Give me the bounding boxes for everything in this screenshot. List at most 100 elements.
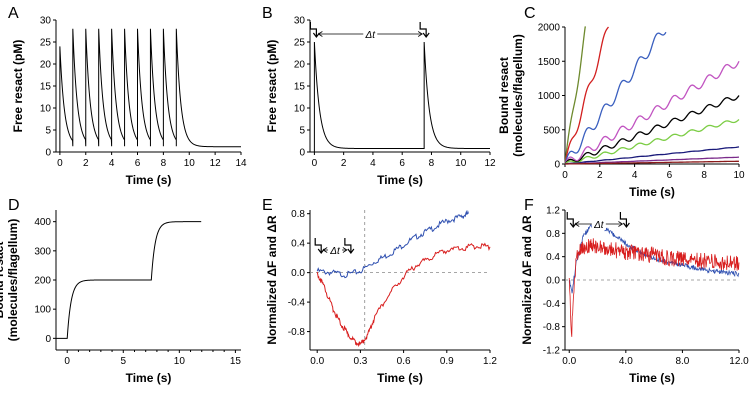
x-tick-label: 12 bbox=[484, 158, 496, 169]
stimulus-icon bbox=[566, 212, 574, 226]
stimulus-icon bbox=[309, 22, 317, 36]
series-line-green bbox=[564, 118, 740, 165]
x-tick-label: 4 bbox=[109, 158, 115, 169]
x-tick-label: 12 bbox=[210, 158, 222, 169]
panel-C: 0 2 4 6 8 10 0 500 1000 1500 2000 Time (s) Bound res… bbox=[497, 5, 745, 199]
panel-label: C bbox=[524, 5, 536, 22]
stimulus-icon bbox=[422, 32, 430, 38]
y-axis-label: Free resact (pM) bbox=[11, 40, 25, 133]
y-tick-label: -0.8 bbox=[288, 327, 306, 338]
stimulus-icon bbox=[314, 238, 322, 252]
stimulus-icon bbox=[347, 248, 355, 254]
series-line-navy bbox=[564, 146, 740, 165]
delta-t-arrowhead bbox=[317, 31, 323, 37]
x-tick-label: 0 bbox=[312, 158, 318, 169]
y-tick-label: 0 bbox=[45, 148, 51, 159]
x-tick-label: 12.0 bbox=[729, 356, 749, 367]
x-tick-label: 10 bbox=[733, 170, 745, 181]
x-tick-label: 2 bbox=[341, 158, 347, 169]
series-line-olive bbox=[564, 26, 586, 165]
x-tick-label: 1.2 bbox=[483, 356, 497, 367]
x-tick-label: 8.0 bbox=[675, 356, 689, 367]
y-axis-label: Normalized ΔF and ΔR bbox=[265, 215, 279, 345]
panel-A: 0 2 4 6 8 10 12 14 0 5 10 15 20 25 30 Time (s) Free resa… bbox=[8, 5, 247, 187]
x-axis-label: Time (s) bbox=[126, 173, 172, 187]
panel-label: F bbox=[524, 197, 534, 214]
x-tick-label: 0.0 bbox=[310, 356, 324, 367]
x-tick-label: 6 bbox=[667, 170, 673, 181]
x-tick-label: 0 bbox=[562, 170, 568, 181]
series-line-red_trace bbox=[568, 238, 740, 337]
y-axis-label: (molecules/flagellum) bbox=[6, 219, 20, 342]
series-line-magenta bbox=[564, 60, 740, 165]
y-tick-label: -0.8 bbox=[543, 322, 561, 333]
y-tick-label: 25 bbox=[294, 38, 306, 49]
y-tick-label: 30 bbox=[40, 16, 52, 27]
x-tick-label: 0 bbox=[64, 356, 70, 367]
x-tick-label: 8 bbox=[701, 170, 707, 181]
y-tick-label: 30 bbox=[294, 16, 306, 27]
delta-t-label: Δt bbox=[329, 246, 341, 257]
series-line-black bbox=[564, 95, 740, 165]
y-axis-label: Bound resact bbox=[497, 57, 511, 134]
x-tick-label: 8 bbox=[429, 158, 435, 169]
panel-label: D bbox=[8, 197, 20, 214]
y-tick-label: 15 bbox=[40, 82, 52, 93]
stimulus-icon bbox=[619, 212, 628, 226]
delta-t-arrowhead bbox=[417, 31, 423, 37]
y-tick-label: 0.8 bbox=[546, 229, 560, 240]
x-tick-label: 6 bbox=[135, 158, 141, 169]
x-tick-label: 4 bbox=[632, 170, 638, 181]
x-axis-label: Time (s) bbox=[629, 371, 675, 385]
series-line bbox=[56, 221, 202, 339]
delta-t-label: Δt bbox=[593, 220, 605, 231]
y-tick-label: 300 bbox=[34, 246, 51, 257]
x-tick-label: 6 bbox=[399, 158, 405, 169]
y-tick-label: 1000 bbox=[538, 91, 561, 102]
x-tick-label: 8 bbox=[161, 158, 167, 169]
y-tick-label: 20 bbox=[294, 60, 306, 71]
x-tick-label: 4.0 bbox=[619, 356, 633, 367]
y-tick-label: -1.2 bbox=[543, 346, 561, 357]
stimulus-icon bbox=[622, 222, 630, 228]
y-tick-label: 1500 bbox=[538, 57, 561, 68]
delta-t-label: Δt bbox=[365, 30, 377, 41]
y-tick-label: 0.4 bbox=[546, 252, 560, 263]
y-axis-label: (molecules/flagellum) bbox=[511, 34, 525, 157]
y-axis-label: Normalized ΔF and ΔR bbox=[520, 215, 534, 345]
y-axis-label: Free resact (pM) bbox=[265, 40, 279, 133]
panel-F: 0.0 4.0 8.0 12.0 -1.2 -0.8 -0.4 0.0 0.4 0.8 1.2 Tim… bbox=[520, 197, 749, 385]
x-tick-label: 0 bbox=[57, 158, 63, 169]
y-axis-label: Bound resact bbox=[0, 242, 6, 319]
x-tick-label: 0.0 bbox=[562, 356, 576, 367]
series-line bbox=[56, 28, 241, 153]
panel-label: A bbox=[8, 5, 19, 22]
y-tick-label: 100 bbox=[34, 305, 51, 316]
delta-t-label-bg bbox=[328, 243, 343, 256]
x-tick-label: 10 bbox=[455, 158, 467, 169]
y-tick-label: 15 bbox=[294, 82, 306, 93]
y-tick-label: 0 bbox=[299, 148, 305, 159]
delta-t-arrowhead bbox=[574, 221, 580, 227]
y-tick-label: 0.4 bbox=[291, 239, 305, 250]
series-line-blue_trace bbox=[568, 222, 740, 294]
y-tick-label: 500 bbox=[543, 125, 560, 136]
panel-label: E bbox=[262, 197, 273, 214]
delta-t-label-bg bbox=[363, 27, 378, 40]
x-tick-label: 10 bbox=[174, 356, 186, 367]
panel-E: 0.0 0.3 0.6 0.9 1.2 -0.8 -0.4 0.0 0.4 0.8 Time (s)… bbox=[262, 197, 497, 385]
panel-B: 0 2 4 6 8 10 12 0 5 10 15 20 25 30 Time (s) Free resact… bbox=[262, 5, 496, 187]
y-tick-label: 1.2 bbox=[546, 206, 560, 217]
y-tick-label: 2000 bbox=[538, 23, 561, 34]
x-tick-label: 2 bbox=[83, 158, 89, 169]
x-axis-label: Time (s) bbox=[629, 185, 675, 199]
panel-label: B bbox=[262, 5, 273, 22]
delta-t-arrowhead bbox=[322, 247, 328, 253]
delta-t-label-bg bbox=[591, 217, 606, 230]
y-tick-label: 20 bbox=[40, 60, 52, 71]
y-tick-label: -0.4 bbox=[543, 299, 561, 310]
x-axis-label: Time (s) bbox=[377, 371, 423, 385]
stimulus-icon bbox=[344, 238, 352, 252]
series-line bbox=[310, 41, 490, 153]
y-tick-label: 0 bbox=[45, 334, 51, 345]
